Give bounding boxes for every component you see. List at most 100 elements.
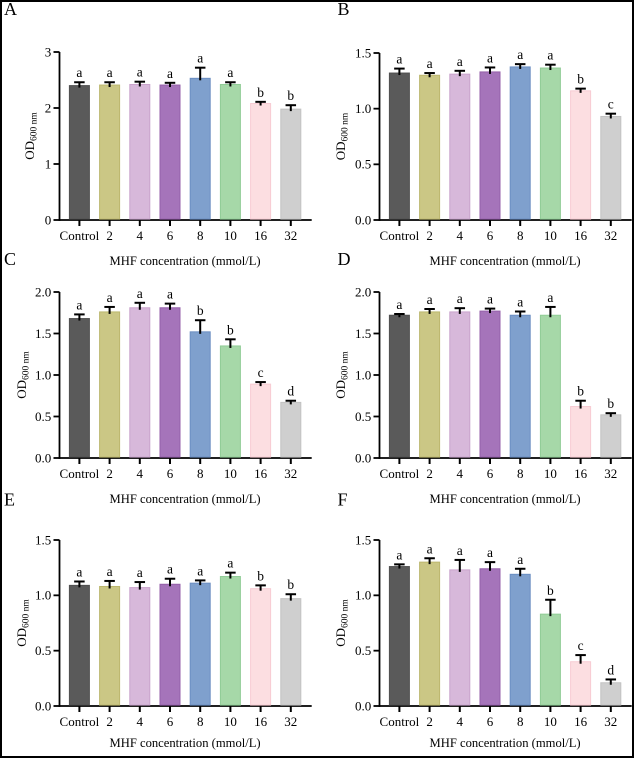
- svg-text:a: a: [167, 287, 173, 302]
- svg-text:OD600 nm: OD600 nm: [14, 599, 32, 647]
- svg-text:6: 6: [167, 228, 174, 243]
- svg-text:MHF concentration (mmol/L): MHF concentration (mmol/L): [430, 492, 581, 506]
- svg-text:a: a: [517, 295, 523, 310]
- svg-text:16: 16: [574, 228, 588, 243]
- svg-text:a: a: [167, 66, 173, 81]
- svg-text:d: d: [607, 662, 614, 677]
- svg-text:2: 2: [106, 228, 113, 243]
- svg-text:a: a: [487, 545, 493, 560]
- svg-text:a: a: [457, 543, 463, 558]
- svg-text:MHF concentration (mmol/L): MHF concentration (mmol/L): [110, 254, 261, 268]
- svg-text:4: 4: [457, 228, 464, 243]
- svg-text:6: 6: [487, 228, 494, 243]
- svg-text:Control: Control: [60, 228, 100, 243]
- svg-text:c: c: [578, 638, 584, 653]
- svg-text:a: a: [487, 50, 493, 65]
- svg-text:0.5: 0.5: [355, 409, 371, 424]
- svg-text:c: c: [608, 97, 614, 112]
- svg-text:a: a: [137, 286, 143, 301]
- svg-text:2.0: 2.0: [35, 284, 51, 299]
- svg-text:4: 4: [457, 466, 464, 481]
- svg-text:32: 32: [284, 466, 297, 481]
- svg-text:a: a: [76, 565, 82, 580]
- svg-text:a: a: [76, 297, 82, 312]
- svg-text:a: a: [137, 65, 143, 80]
- svg-text:0.5: 0.5: [355, 157, 371, 172]
- svg-text:0.0: 0.0: [35, 698, 51, 713]
- svg-text:a: a: [107, 290, 113, 305]
- svg-text:OD600 nm: OD600 nm: [333, 112, 351, 160]
- svg-text:E: E: [4, 490, 15, 510]
- svg-text:1.5: 1.5: [355, 532, 371, 547]
- svg-text:A: A: [4, 0, 17, 19]
- svg-text:B: B: [338, 0, 350, 19]
- svg-text:0.0: 0.0: [35, 450, 51, 465]
- svg-text:10: 10: [544, 714, 557, 729]
- svg-text:8: 8: [197, 714, 204, 729]
- svg-text:1: 1: [45, 156, 52, 171]
- svg-text:1.0: 1.0: [35, 588, 51, 603]
- svg-text:10: 10: [544, 228, 557, 243]
- svg-text:b: b: [607, 396, 614, 411]
- svg-text:a: a: [227, 556, 233, 571]
- svg-text:a: a: [427, 292, 433, 307]
- svg-text:c: c: [258, 365, 264, 380]
- svg-text:16: 16: [254, 228, 268, 243]
- svg-text:32: 32: [604, 466, 617, 481]
- svg-text:0.5: 0.5: [35, 643, 51, 658]
- svg-text:a: a: [547, 290, 553, 305]
- svg-text:8: 8: [517, 228, 524, 243]
- svg-text:4: 4: [137, 228, 144, 243]
- svg-text:10: 10: [224, 466, 237, 481]
- svg-text:a: a: [107, 564, 113, 579]
- svg-text:16: 16: [574, 714, 588, 729]
- svg-text:b: b: [287, 88, 294, 103]
- svg-text:6: 6: [487, 466, 494, 481]
- svg-text:16: 16: [254, 714, 268, 729]
- svg-text:2: 2: [45, 100, 52, 115]
- svg-text:2: 2: [106, 714, 113, 729]
- svg-text:a: a: [517, 552, 523, 567]
- svg-text:a: a: [487, 292, 493, 307]
- svg-text:a: a: [427, 56, 433, 71]
- svg-text:b: b: [547, 583, 554, 598]
- svg-text:b: b: [257, 85, 264, 100]
- svg-text:OD600 nm: OD600 nm: [14, 351, 32, 399]
- svg-text:a: a: [107, 65, 113, 80]
- svg-text:6: 6: [487, 714, 494, 729]
- svg-text:OD600 nm: OD600 nm: [333, 599, 351, 647]
- svg-text:32: 32: [284, 714, 297, 729]
- svg-text:1.0: 1.0: [355, 101, 371, 116]
- svg-text:4: 4: [137, 466, 144, 481]
- svg-text:a: a: [137, 565, 143, 580]
- svg-text:2: 2: [426, 466, 433, 481]
- svg-text:32: 32: [604, 714, 617, 729]
- svg-text:a: a: [517, 47, 523, 62]
- svg-text:0.0: 0.0: [355, 212, 371, 227]
- svg-text:10: 10: [544, 466, 557, 481]
- svg-text:0.0: 0.0: [355, 450, 371, 465]
- svg-text:a: a: [396, 547, 402, 562]
- svg-text:16: 16: [574, 466, 588, 481]
- svg-text:OD600 nm: OD600 nm: [333, 351, 351, 399]
- svg-text:1.5: 1.5: [355, 45, 371, 60]
- svg-text:a: a: [457, 291, 463, 306]
- svg-text:a: a: [197, 51, 203, 66]
- svg-text:1.0: 1.0: [35, 367, 51, 382]
- svg-text:a: a: [197, 563, 203, 578]
- svg-text:b: b: [287, 577, 294, 592]
- svg-text:b: b: [257, 568, 264, 583]
- svg-text:8: 8: [197, 466, 204, 481]
- svg-text:6: 6: [167, 714, 174, 729]
- svg-text:1.0: 1.0: [355, 367, 371, 382]
- svg-text:a: a: [427, 541, 433, 556]
- svg-text:4: 4: [457, 714, 464, 729]
- svg-text:C: C: [4, 249, 16, 269]
- svg-text:10: 10: [224, 228, 237, 243]
- svg-text:1.0: 1.0: [355, 588, 371, 603]
- svg-text:1.5: 1.5: [355, 326, 371, 341]
- svg-text:0: 0: [45, 212, 52, 227]
- svg-text:b: b: [197, 303, 204, 318]
- svg-text:a: a: [547, 48, 553, 63]
- svg-text:D: D: [338, 249, 351, 269]
